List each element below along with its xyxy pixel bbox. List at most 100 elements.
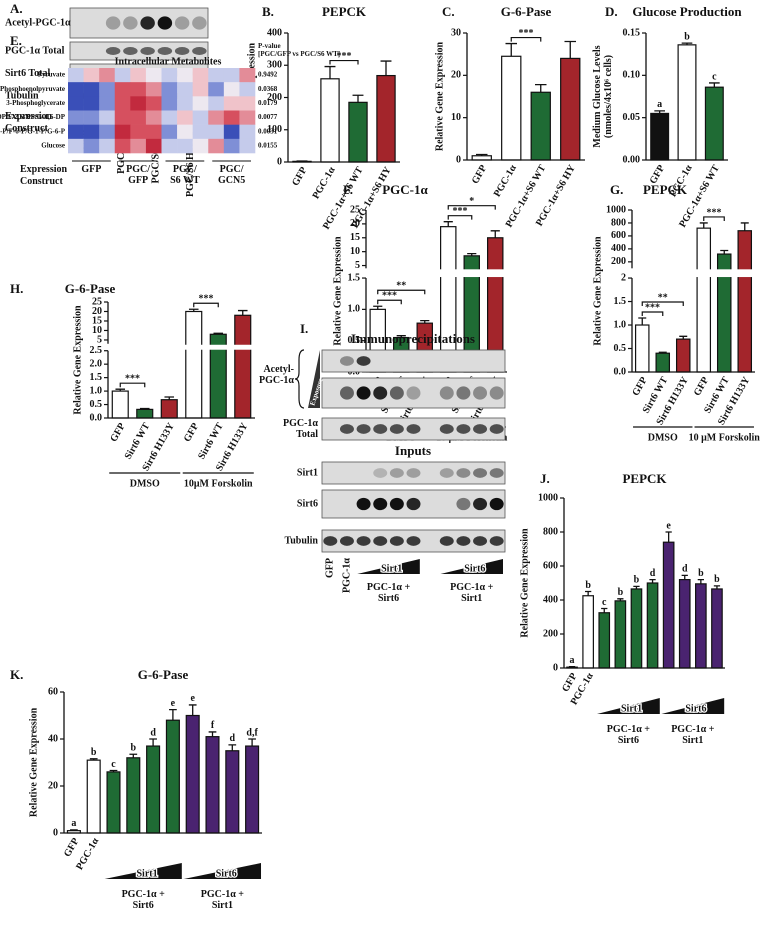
heatmap-cell [68,110,84,125]
heatmap-cell [99,124,116,140]
error-bar [534,83,547,93]
significance-letter: e [171,698,176,709]
band [406,424,421,434]
error-bar [420,319,430,324]
significance-letter: f [211,720,215,731]
group-label-line: GFP [128,175,148,186]
significance-bracket [510,36,542,42]
heatmap-cell [161,96,178,111]
significance-bracket [641,301,684,306]
bar [185,714,200,834]
significance-label: *** [453,206,468,217]
significance-letter: a [570,655,575,666]
band [174,16,190,30]
band [123,47,138,55]
y-axis-label: Relative Gene Expression [592,236,603,346]
error-bar [720,249,729,255]
error-bar [475,153,488,156]
band [339,356,354,366]
error-bar [585,590,592,596]
heatmap-cell [145,110,162,125]
error-bar [681,574,688,580]
heatmap-cell [130,96,147,111]
significance-label: ** [658,292,668,303]
bar [598,612,611,669]
error-bar [654,110,665,114]
y-tick-label: 0.0 [614,366,627,377]
error-bar [188,308,199,312]
heatmap-cell [114,96,131,111]
significance-letter: d [230,733,236,744]
heatmap-cell [223,138,240,154]
heatmap-cell [145,68,162,83]
group-label-line: Sirt1 [212,900,233,911]
group-label: PGC-1α + Sirt1 [450,582,494,604]
significance-letter: a [71,818,76,829]
significance-letter: e [190,693,195,704]
footer-label-line: Construct [20,176,63,187]
heatmap-row-label: Phosphoenolpyruvate [0,85,65,93]
band [105,47,121,55]
exposure-triangle [308,350,320,408]
blot-row-label: Acetyl-PGC-1α [259,364,294,386]
heatmap-row-label: Pyruvate [38,71,65,79]
ramp-label: Sirt6 [464,563,485,574]
error-bar [70,829,78,831]
band [489,386,504,400]
y-tick-label: 1.0 [348,304,361,315]
panel-label: D. [605,4,618,19]
group-label: PGC/S6 WT [170,164,200,186]
heatmap-cell [177,138,193,154]
y-tick-label: 60 [48,686,58,697]
bar [646,582,659,669]
y-tick-label: 0.5 [90,399,103,410]
y-tick-label: 1.5 [348,272,361,283]
y-tick-label: 5 [355,260,360,271]
error-bar [213,332,224,335]
heatmap-cell [208,124,225,140]
band [389,386,404,400]
lane-label: GFP [325,558,336,578]
bar [695,583,707,669]
bar [737,230,753,373]
group-label-line: GFP [81,164,101,175]
band [123,16,138,30]
group-label-line: PGC-1α + [450,582,494,593]
heatmap-cell [208,138,225,154]
blot-row-label-line: Total [296,429,318,440]
significance-letter: d [150,727,156,738]
band [339,386,354,400]
heatmap-cell [177,124,193,140]
chart-title: PEPCK [322,4,367,19]
group-label-line: PGC-1α + [367,582,411,593]
heatmap-cell [177,82,193,97]
significance-bracket [119,382,146,388]
y-tick-label: 400 [611,243,626,254]
y-tick-label: 20 [451,70,461,81]
significance-bracket [703,216,725,221]
group-label-line: Sirt6 [378,593,399,604]
error-bar [396,335,406,338]
ramp-triangle [661,698,725,714]
panel-label: G. [610,182,623,197]
pvalue: 0.0155 [258,142,278,150]
footer-label: Expression Construct [20,164,67,187]
band [489,536,504,546]
error-bar [505,42,518,57]
heatmap-cell [223,96,240,111]
band [192,16,207,30]
band [339,424,354,434]
blot-strip [321,461,506,485]
group-label: PGC-1α + Sirt1 [671,724,715,746]
band [456,497,471,511]
band [489,497,504,511]
error-bar [638,317,647,326]
y-tick-label: 20 [92,306,102,317]
pvalue: 0.0031 [258,127,278,135]
significance-letter: e [666,520,671,531]
y-axis-label-line: (nmoles/4x10⁶ cells) [603,55,614,138]
group-label: PGC-1α + Sirt6 [367,582,411,604]
significance-letter: c [111,759,116,770]
y-tick-label: 600 [611,230,626,241]
y-tick-label: 200 [611,256,626,267]
